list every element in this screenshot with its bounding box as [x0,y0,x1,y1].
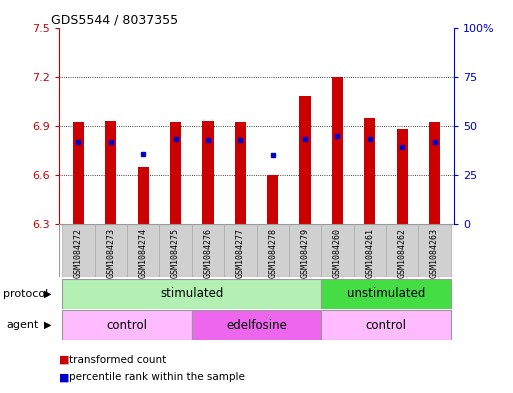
Bar [137,167,149,224]
Bar [321,224,353,277]
Bar [62,310,192,340]
Bar [62,224,94,277]
Text: GSM1084279: GSM1084279 [301,228,309,278]
Text: GSM1084278: GSM1084278 [268,228,277,278]
Text: GSM1084261: GSM1084261 [365,228,374,278]
Text: GSM1084277: GSM1084277 [236,228,245,278]
Text: ■: ■ [59,372,69,382]
Bar [202,121,213,224]
Bar [73,123,84,224]
Text: GDS5544 / 8037355: GDS5544 / 8037355 [51,13,178,26]
Text: ▶: ▶ [44,320,51,330]
Text: protocol: protocol [3,289,48,299]
Bar [429,123,440,224]
Bar [386,224,419,277]
Bar [267,175,279,224]
Bar [321,310,451,340]
Text: percentile rank within the sample: percentile rank within the sample [69,372,245,382]
Bar [127,224,160,277]
Text: transformed count: transformed count [69,354,167,365]
Text: GSM1084272: GSM1084272 [74,228,83,278]
Bar [62,279,321,309]
Text: GSM1084276: GSM1084276 [204,228,212,278]
Bar [332,77,343,224]
Text: unstimulated: unstimulated [347,287,425,300]
Text: ▶: ▶ [44,289,51,299]
Bar [397,129,408,224]
Bar [321,279,451,309]
Text: agent: agent [7,320,39,330]
Text: stimulated: stimulated [160,287,224,300]
Text: GSM1084274: GSM1084274 [139,228,148,278]
Bar [94,224,127,277]
Bar [289,224,321,277]
Bar [105,121,116,224]
Text: GSM1084263: GSM1084263 [430,228,439,278]
Bar [192,310,321,340]
Text: GSM1084273: GSM1084273 [106,228,115,278]
Text: edelfosine: edelfosine [226,319,287,332]
Text: control: control [365,319,406,332]
Text: control: control [107,319,148,332]
Bar [234,123,246,224]
Bar [224,224,256,277]
Text: GSM1084260: GSM1084260 [333,228,342,278]
Text: GSM1084262: GSM1084262 [398,228,407,278]
Bar [300,96,311,224]
Bar [160,224,192,277]
Bar [353,224,386,277]
Bar [419,224,451,277]
Bar [192,224,224,277]
Bar [256,224,289,277]
Bar [170,123,181,224]
Text: GSM1084275: GSM1084275 [171,228,180,278]
Bar [364,118,376,224]
Text: ■: ■ [59,354,69,365]
